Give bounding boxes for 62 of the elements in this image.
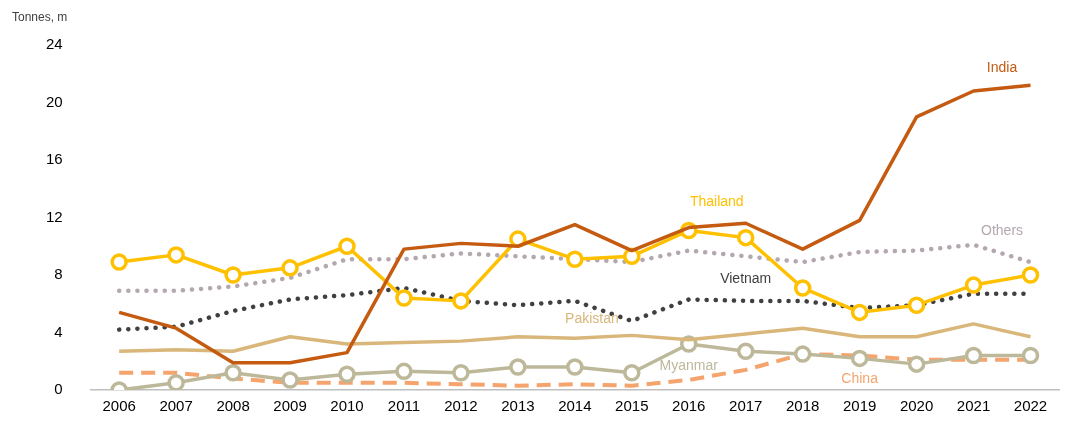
point: [338, 365, 356, 383]
series-label: India: [986, 58, 1018, 75]
point: [281, 259, 299, 277]
y-tick-label: 4: [54, 322, 63, 340]
point: [509, 358, 527, 376]
x-tick-label: 2016: [672, 397, 706, 415]
y-tick-label: 24: [46, 35, 63, 53]
x-tick-label: 2010: [330, 397, 364, 415]
point: [452, 364, 470, 382]
x-tick-label: 2012: [444, 397, 478, 415]
point: [623, 364, 641, 382]
series-label: China: [841, 370, 879, 387]
x-tick-label: 2011: [387, 397, 421, 415]
point: [395, 362, 413, 381]
series-label: Thailand: [689, 193, 744, 210]
point: [736, 342, 755, 360]
point: [964, 276, 983, 294]
point: [850, 303, 869, 322]
point: [1021, 346, 1040, 365]
point: [566, 358, 584, 376]
x-tick-label: 2021: [956, 397, 991, 415]
series-label: Vietnam: [720, 269, 772, 286]
x-tick-label: 2007: [159, 397, 193, 415]
y-tick-label: 16: [46, 150, 63, 168]
x-tick-label: 2014: [558, 397, 592, 415]
point: [224, 364, 242, 382]
y-tick-label: 20: [46, 92, 63, 110]
x-tick-label: 2022: [1013, 397, 1048, 415]
y-tick-label: 8: [54, 265, 63, 283]
y-axis-title: Tonnes, m: [12, 10, 68, 25]
series-label: Others: [981, 222, 1024, 239]
point: [224, 266, 242, 284]
x-tick-label: 2019: [842, 397, 877, 415]
x-tick-label: 2013: [501, 397, 535, 415]
x-tick-label: 2008: [216, 397, 250, 415]
x-tick-label: 2018: [785, 397, 820, 415]
x-tick-label: 2020: [899, 397, 934, 415]
series-label: Myanmar: [659, 356, 719, 373]
x-tick-label: 2006: [102, 397, 136, 415]
point: [736, 228, 755, 247]
point: [452, 292, 470, 310]
point: [338, 237, 356, 255]
point: [850, 349, 869, 368]
y-tick-label: 12: [46, 207, 63, 225]
x-tick-label: 2009: [273, 397, 307, 415]
point: [167, 246, 185, 264]
point: [907, 355, 926, 373]
x-tick-label: 2017: [729, 397, 763, 415]
line-series: [116, 242, 1033, 294]
point: [566, 250, 584, 268]
point: [395, 289, 413, 307]
series-label: Pakistan: [565, 310, 619, 327]
point: [110, 253, 128, 271]
point: [964, 346, 983, 365]
point: [1021, 266, 1040, 284]
point: [793, 345, 812, 363]
point: [907, 296, 926, 314]
point: [793, 279, 812, 297]
point: [281, 371, 299, 389]
y-tick-label: 0: [54, 380, 63, 398]
point: [167, 374, 185, 390]
x-tick-label: 2015: [615, 397, 649, 415]
